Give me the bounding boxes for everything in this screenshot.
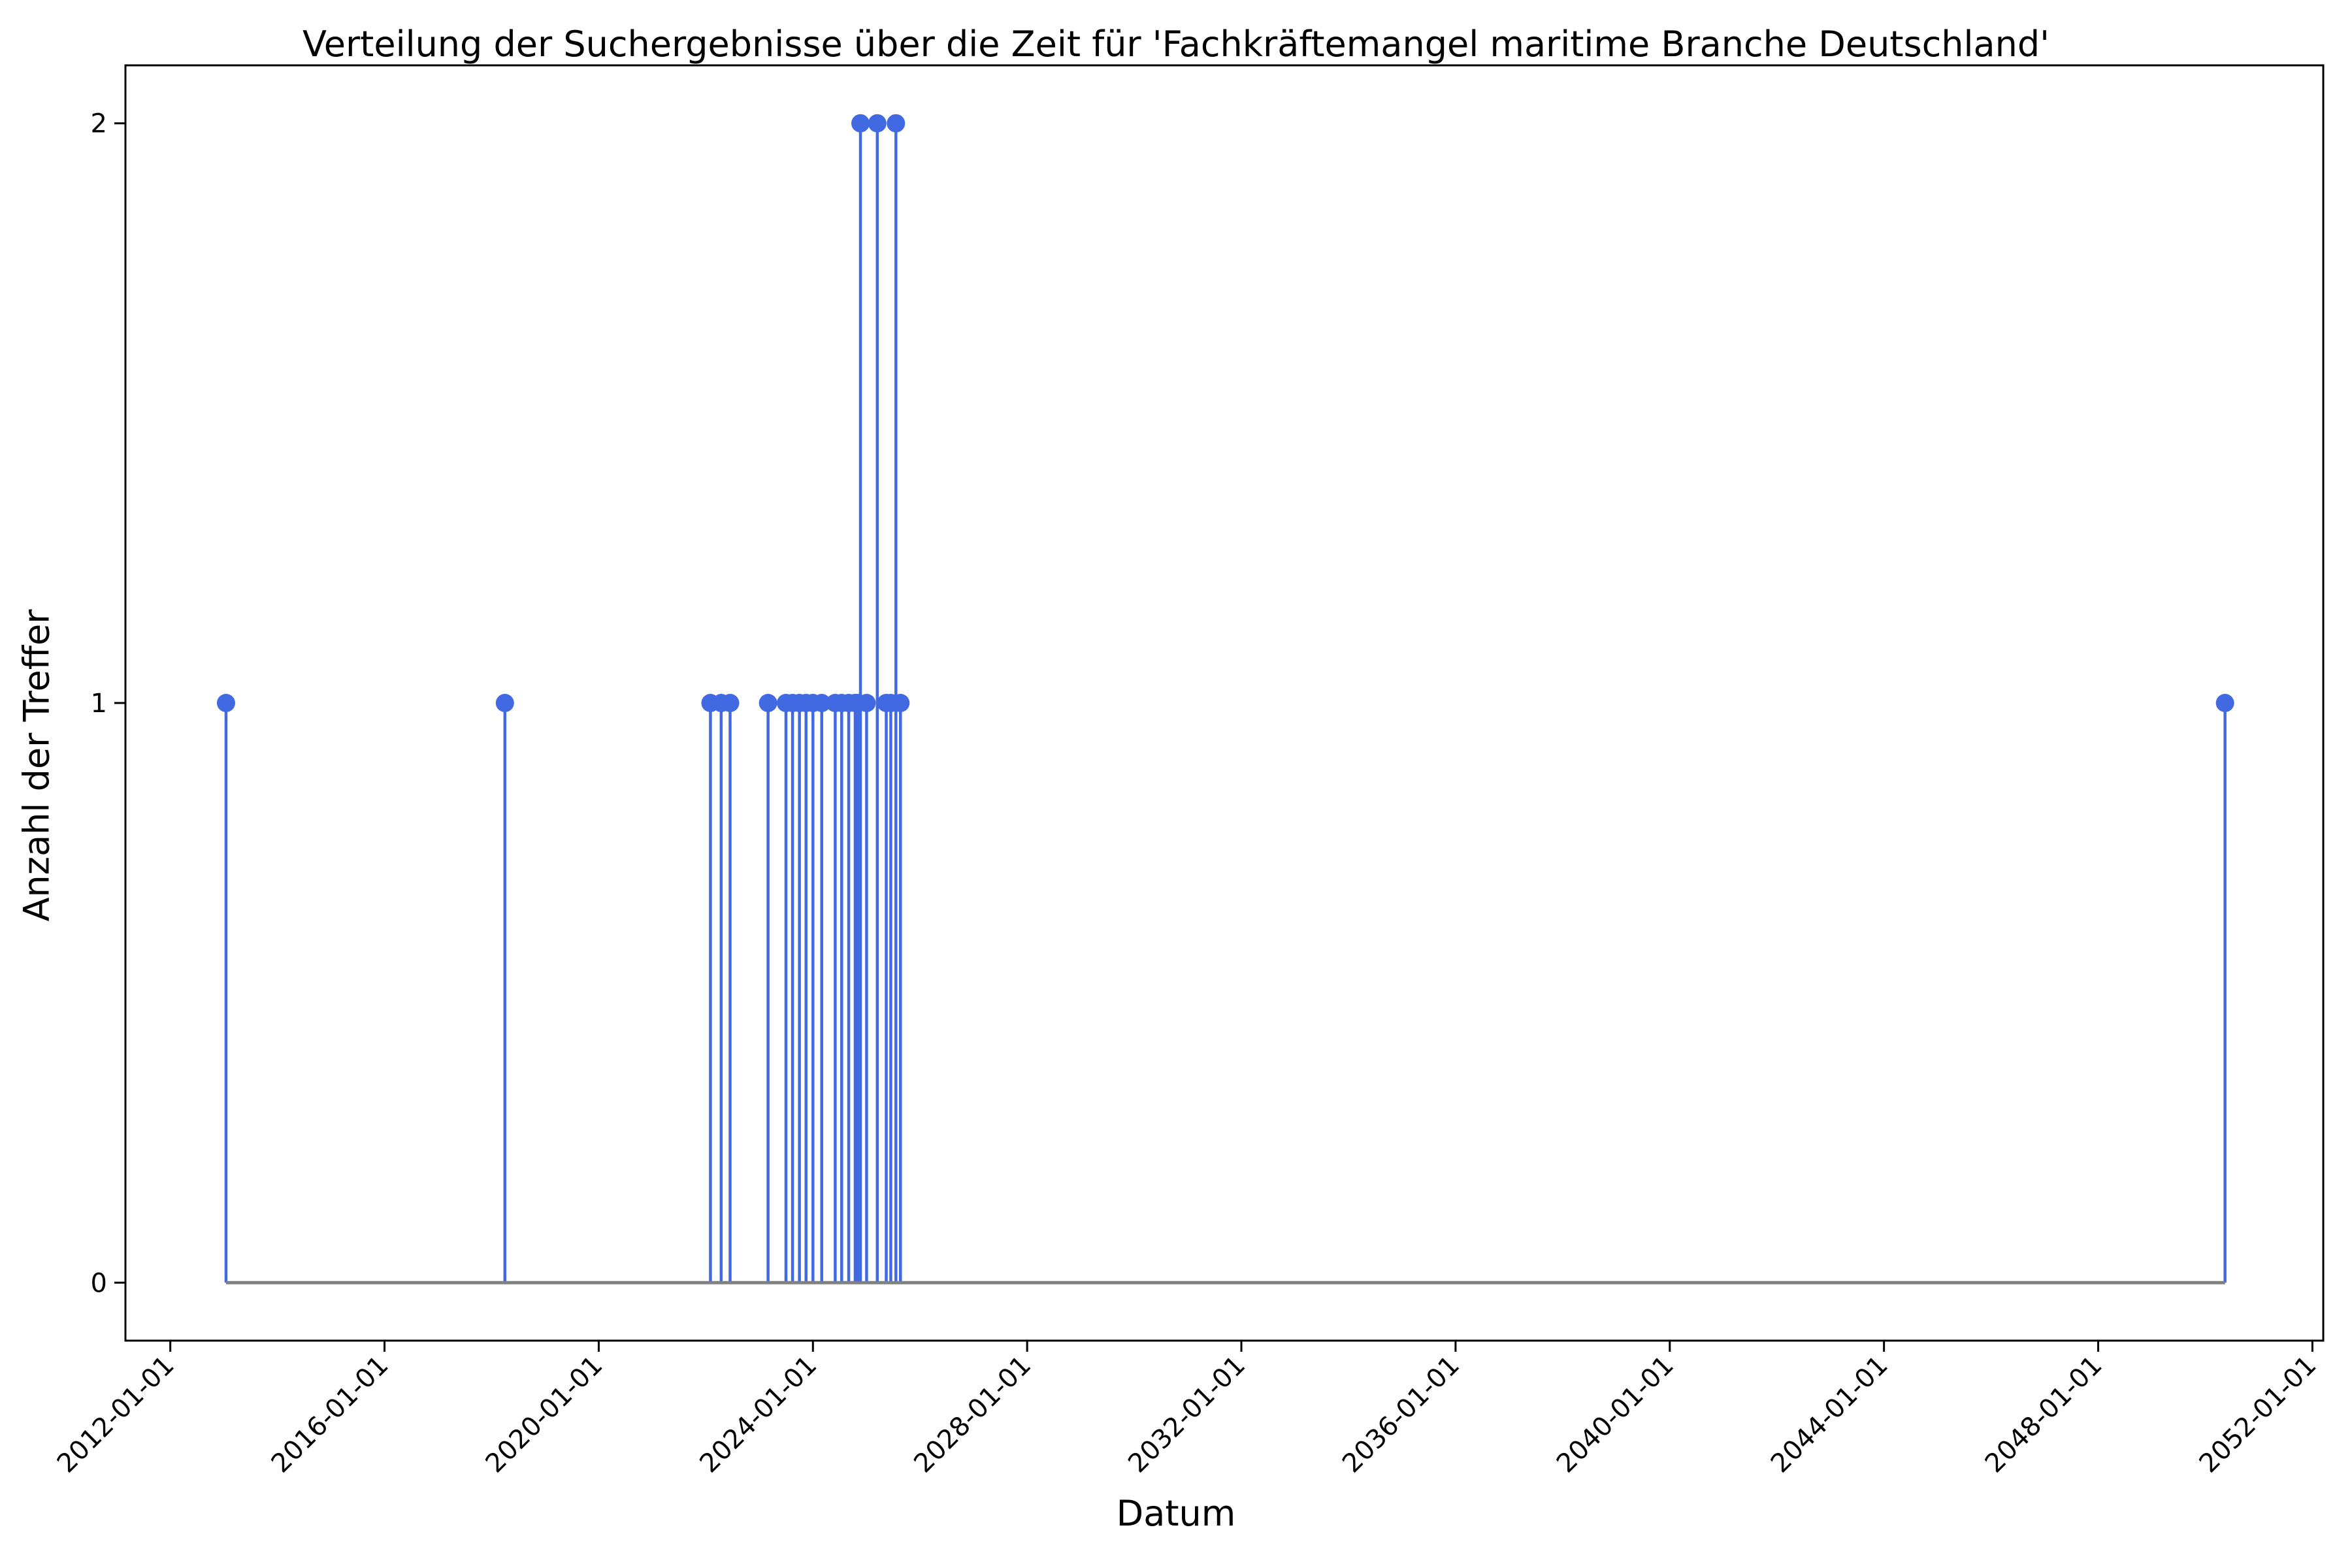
plot-frame [124, 64, 2325, 1342]
y-tick-label: 1 [91, 689, 107, 719]
stem-marker [851, 114, 870, 133]
stem-series [224, 123, 2227, 1283]
x-tick-label: 2032-01-01 [1122, 1350, 1251, 1479]
y-tick-label: 2 [91, 109, 107, 139]
x-axis-label: Datum [1116, 1493, 1236, 1534]
x-tick-label: 2036-01-01 [1337, 1350, 1465, 1479]
stem-marker [812, 694, 831, 712]
y-axis-ticks: 0 1 2 [91, 109, 125, 1298]
stem-marker [891, 694, 910, 712]
stem-marker [759, 694, 777, 712]
stem-markers [216, 114, 2234, 712]
stem-marker [868, 114, 887, 133]
x-tick-label: 2044-01-01 [1765, 1350, 1894, 1479]
y-axis-label: Anzahl der Treffer [16, 609, 57, 922]
y-tick-label: 0 [91, 1268, 107, 1298]
stem-marker [216, 694, 235, 712]
x-tick-label: 2048-01-01 [1980, 1350, 2108, 1479]
x-tick-label: 2024-01-01 [694, 1350, 823, 1479]
chart-title: Verteilung der Suchergebnisse über die Z… [302, 24, 2050, 65]
stem-marker [721, 694, 740, 712]
x-tick-label: 2028-01-01 [908, 1350, 1037, 1479]
x-axis-ticks: 2012-01-01 2016-01-01 2020-01-01 2024-01-01… [52, 1341, 2323, 1479]
x-tick-label: 2016-01-01 [266, 1350, 395, 1479]
stem-marker [857, 694, 876, 712]
x-tick-label: 2020-01-01 [480, 1350, 609, 1479]
stem-marker [495, 694, 514, 712]
stem-marker [2215, 694, 2234, 712]
x-tick-label: 2052-01-01 [2194, 1350, 2323, 1479]
x-tick-label: 2012-01-01 [52, 1350, 180, 1479]
stem-marker [887, 114, 906, 133]
x-tick-label: 2040-01-01 [1551, 1350, 1680, 1479]
